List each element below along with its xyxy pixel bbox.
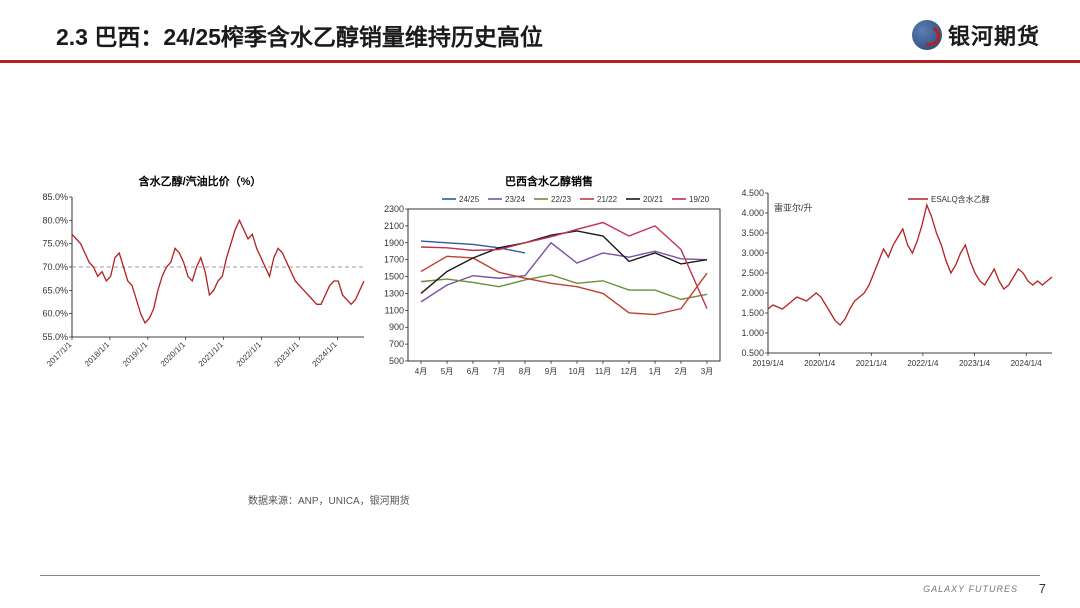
svg-text:2020/1/4: 2020/1/4	[804, 359, 836, 368]
svg-text:85.0%: 85.0%	[42, 192, 68, 202]
svg-text:2023/1/4: 2023/1/4	[959, 359, 991, 368]
brand-name: 银河期货	[948, 19, 1040, 51]
svg-text:1300: 1300	[384, 288, 404, 298]
svg-text:20/21: 20/21	[643, 195, 664, 204]
svg-text:10月: 10月	[569, 367, 586, 376]
svg-text:11月: 11月	[595, 367, 611, 376]
svg-text:65.0%: 65.0%	[42, 285, 68, 295]
svg-text:75.0%: 75.0%	[42, 239, 68, 249]
svg-text:ESALQ含水乙醇: ESALQ含水乙醇	[931, 194, 990, 204]
chart-sales: 巴西含水乙醇销售 24/25 23/24 22/23 21/22 20/21 19/20 5…	[374, 173, 724, 381]
svg-text:2月: 2月	[675, 367, 687, 376]
svg-text:2022/1/1: 2022/1/1	[235, 340, 264, 369]
svg-text:55.0%: 55.0%	[42, 332, 68, 342]
svg-text:2019/1/4: 2019/1/4	[752, 359, 784, 368]
chart1-title: 含水乙醇/汽油比价（%）	[30, 173, 370, 189]
svg-text:1.000: 1.000	[741, 328, 764, 338]
svg-text:2.500: 2.500	[741, 268, 764, 278]
svg-text:22/23: 22/23	[551, 195, 572, 204]
chart3-title	[728, 173, 1058, 185]
svg-text:雷亚尔/升: 雷亚尔/升	[774, 202, 813, 213]
svg-text:500: 500	[389, 356, 404, 366]
svg-text:3.500: 3.500	[741, 228, 764, 238]
svg-text:24/25: 24/25	[459, 195, 480, 204]
svg-text:2024/1/1: 2024/1/1	[310, 340, 339, 369]
svg-text:2100: 2100	[384, 221, 404, 231]
svg-text:1500: 1500	[384, 272, 404, 282]
svg-text:2019/1/1: 2019/1/1	[121, 340, 150, 369]
svg-text:6月: 6月	[467, 367, 479, 376]
chart-price: 雷亚尔/升 ESALQ含水乙醇 0.500 1.000 1.500 2.000 2.500 3…	[728, 173, 1058, 381]
svg-text:21/22: 21/22	[597, 195, 618, 204]
svg-text:7月: 7月	[493, 367, 505, 376]
svg-text:9月: 9月	[545, 367, 557, 376]
svg-text:2020/1/1: 2020/1/1	[159, 340, 188, 369]
svg-text:80.0%: 80.0%	[42, 215, 68, 225]
svg-text:12月: 12月	[621, 367, 638, 376]
footer-brand: GALAXY FUTURES	[923, 584, 1018, 594]
chart1-svg: 55.0% 60.0% 65.0% 70.0% 75.0% 80.0% 85.0% 2017/…	[30, 191, 370, 381]
svg-text:700: 700	[389, 339, 404, 349]
data-source: 数据来源：ANP，UNICA，银河期货	[248, 492, 410, 507]
footer-divider	[40, 575, 1040, 576]
svg-text:8月: 8月	[519, 367, 531, 376]
svg-text:23/24: 23/24	[505, 195, 526, 204]
svg-text:2021/1/4: 2021/1/4	[856, 359, 888, 368]
svg-text:5月: 5月	[441, 367, 453, 376]
charts-container: 含水乙醇/汽油比价（%） 55.0% 60.0% 65.0% 70.0% 75.0% 80…	[0, 63, 1080, 381]
svg-text:2018/1/1: 2018/1/1	[83, 340, 112, 369]
svg-text:1700: 1700	[384, 255, 404, 265]
svg-text:3.000: 3.000	[741, 248, 764, 258]
svg-text:2300: 2300	[384, 204, 404, 214]
brand-logo: 银河期货	[912, 19, 1040, 51]
svg-text:4.000: 4.000	[741, 208, 764, 218]
svg-text:2022/1/4: 2022/1/4	[907, 359, 939, 368]
svg-text:1月: 1月	[649, 367, 661, 376]
galaxy-logo-icon	[912, 20, 942, 50]
page-number: 7	[1039, 581, 1046, 596]
svg-text:2021/1/1: 2021/1/1	[197, 340, 226, 369]
svg-text:70.0%: 70.0%	[42, 262, 68, 272]
svg-text:3月: 3月	[701, 367, 713, 376]
svg-text:2017/1/1: 2017/1/1	[45, 340, 74, 369]
svg-text:1900: 1900	[384, 238, 404, 248]
chart2-svg: 24/25 23/24 22/23 21/22 20/21 19/20 500 700 900 1…	[374, 191, 724, 381]
svg-text:2024/1/4: 2024/1/4	[1011, 359, 1043, 368]
svg-text:19/20: 19/20	[689, 195, 710, 204]
svg-text:2023/1/1: 2023/1/1	[273, 340, 302, 369]
svg-text:1.500: 1.500	[741, 308, 764, 318]
chart-ratio: 含水乙醇/汽油比价（%） 55.0% 60.0% 65.0% 70.0% 75.0% 80…	[30, 173, 370, 381]
svg-text:4.500: 4.500	[741, 188, 764, 198]
svg-text:2.000: 2.000	[741, 288, 764, 298]
svg-text:900: 900	[389, 322, 404, 332]
svg-text:60.0%: 60.0%	[42, 309, 68, 319]
chart2-title: 巴西含水乙醇销售	[374, 173, 724, 189]
svg-text:1100: 1100	[385, 305, 404, 315]
chart3-svg: 雷亚尔/升 ESALQ含水乙醇 0.500 1.000 1.500 2.000 2.500 3…	[728, 187, 1058, 377]
slide-header: 2.3 巴西：24/25榨季含水乙醇销量维持历史高位 银河期货	[0, 0, 1080, 60]
slide-title: 2.3 巴西：24/25榨季含水乙醇销量维持历史高位	[56, 18, 543, 52]
svg-text:4月: 4月	[415, 367, 427, 376]
svg-text:0.500: 0.500	[741, 348, 764, 358]
